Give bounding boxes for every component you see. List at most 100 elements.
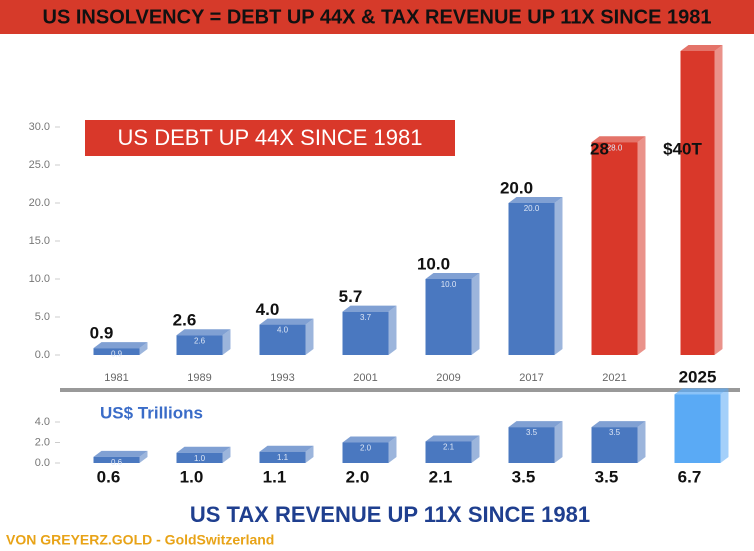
x-tick-label: 1989 <box>187 372 211 384</box>
y-tick-label: 20.0 <box>29 197 50 209</box>
x-tick-label: 2001 <box>353 372 377 384</box>
bar-side <box>554 197 563 355</box>
inner-label: 20.0 <box>524 204 540 213</box>
value-label: 2.0 <box>346 467 370 486</box>
bar-side <box>471 435 480 463</box>
bar-side <box>388 305 397 355</box>
bar <box>93 456 140 463</box>
bar-side <box>637 136 646 355</box>
y-tick-label: 25.0 <box>29 159 50 171</box>
bar <box>259 451 306 463</box>
inner-label: 3.5 <box>609 428 621 437</box>
value-label: 3.5 <box>595 467 619 486</box>
inner-label: 1.0 <box>194 454 206 463</box>
bar-top <box>508 197 563 203</box>
x-tick-label: 2009 <box>436 372 460 384</box>
bar <box>674 394 721 463</box>
y-tick-label: 15.0 <box>29 235 50 247</box>
bar-top <box>259 318 314 325</box>
title-band <box>0 0 754 34</box>
page-title: US INSOLVENCY = DEBT UP 44X & TAX REVENU… <box>43 6 712 28</box>
value-label: 3.5 <box>512 467 536 486</box>
bar <box>259 324 306 355</box>
y-tick-label: 0.0 <box>35 457 50 469</box>
bar-side <box>305 318 314 355</box>
value-label: 28 <box>590 139 609 158</box>
value-label: 0.6 <box>97 467 121 486</box>
inner-label: 3.5 <box>526 428 538 437</box>
bar-top <box>591 136 646 143</box>
x-tick-label: 2025 <box>679 367 717 386</box>
bar <box>342 442 389 463</box>
bar <box>93 348 140 355</box>
bar-side <box>637 421 646 463</box>
bar <box>425 279 472 355</box>
bar-top <box>176 329 231 336</box>
y-tick-label: 30.0 <box>29 121 50 133</box>
bar-top <box>425 435 480 442</box>
bar-top <box>176 446 231 453</box>
inner-label: 0.9 <box>111 349 123 358</box>
bar-top <box>591 421 646 428</box>
inner-label: 3.7 <box>360 313 372 322</box>
bar-top <box>680 45 723 51</box>
bar-side <box>305 445 314 463</box>
bar-top <box>425 273 480 279</box>
bar-side <box>139 342 148 355</box>
inner-label: 2.0 <box>360 444 372 453</box>
annotation-box <box>85 120 455 156</box>
annotation: US$ Trillions <box>100 403 203 422</box>
bar-side <box>471 273 480 355</box>
bar-side <box>222 446 231 463</box>
bar <box>591 142 638 355</box>
bar-top <box>259 445 314 452</box>
inner-label: 2.6 <box>194 336 206 345</box>
footer: VON GREYERZ.GOLD - GoldSwitzerland <box>6 532 274 548</box>
y-tick-label: 0.0 <box>35 349 50 361</box>
bar-top <box>674 388 729 395</box>
inner-label: 1.1 <box>277 453 289 462</box>
value-label: 1.1 <box>263 467 287 486</box>
bar <box>176 335 223 355</box>
bar-top <box>508 421 563 428</box>
bar <box>425 441 472 463</box>
value-label: 6.7 <box>678 467 702 486</box>
value-label: 2.1 <box>429 467 453 486</box>
bar-side <box>554 421 563 463</box>
bar <box>176 452 223 463</box>
x-tick-label: 2021 <box>602 372 626 384</box>
inner-label: 10.0 <box>441 280 457 289</box>
bar-side <box>222 329 231 355</box>
bar-top <box>93 450 148 457</box>
inner-label: 2.1 <box>443 443 455 452</box>
bar <box>591 427 638 463</box>
bar-side <box>720 388 729 463</box>
value-label: 4.0 <box>256 300 280 319</box>
value-label: 0.9 <box>90 324 114 343</box>
value-label: 20.0 <box>500 178 533 197</box>
bar <box>680 51 715 355</box>
y-tick-label: 5.0 <box>35 311 50 323</box>
x-tick-label: 1993 <box>270 372 294 384</box>
bar <box>342 311 389 355</box>
y-tick-label: 4.0 <box>35 416 50 428</box>
bar <box>508 427 555 463</box>
value-label: $40T <box>663 139 702 158</box>
bar-top <box>342 436 397 443</box>
inner-label: 28.0 <box>607 143 623 152</box>
bar <box>508 203 555 355</box>
bar-top <box>342 305 397 312</box>
value-label: 10.0 <box>417 254 450 273</box>
chart-title: US TAX REVENUE UP 11X SINCE 1981 <box>190 502 590 527</box>
x-tick-label: 2017 <box>519 372 543 384</box>
value-label: 2.6 <box>173 311 197 330</box>
bar-top <box>93 342 148 349</box>
annotation: US DEBT UP 44X SINCE 1981 <box>118 125 423 150</box>
bar-side <box>388 436 397 463</box>
x-tick-label: 1981 <box>104 372 128 384</box>
y-tick-label: 10.0 <box>29 273 50 285</box>
inner-label: 4.0 <box>277 326 289 335</box>
value-label: 1.0 <box>180 467 204 486</box>
inner-label: 0.6 <box>111 458 123 467</box>
